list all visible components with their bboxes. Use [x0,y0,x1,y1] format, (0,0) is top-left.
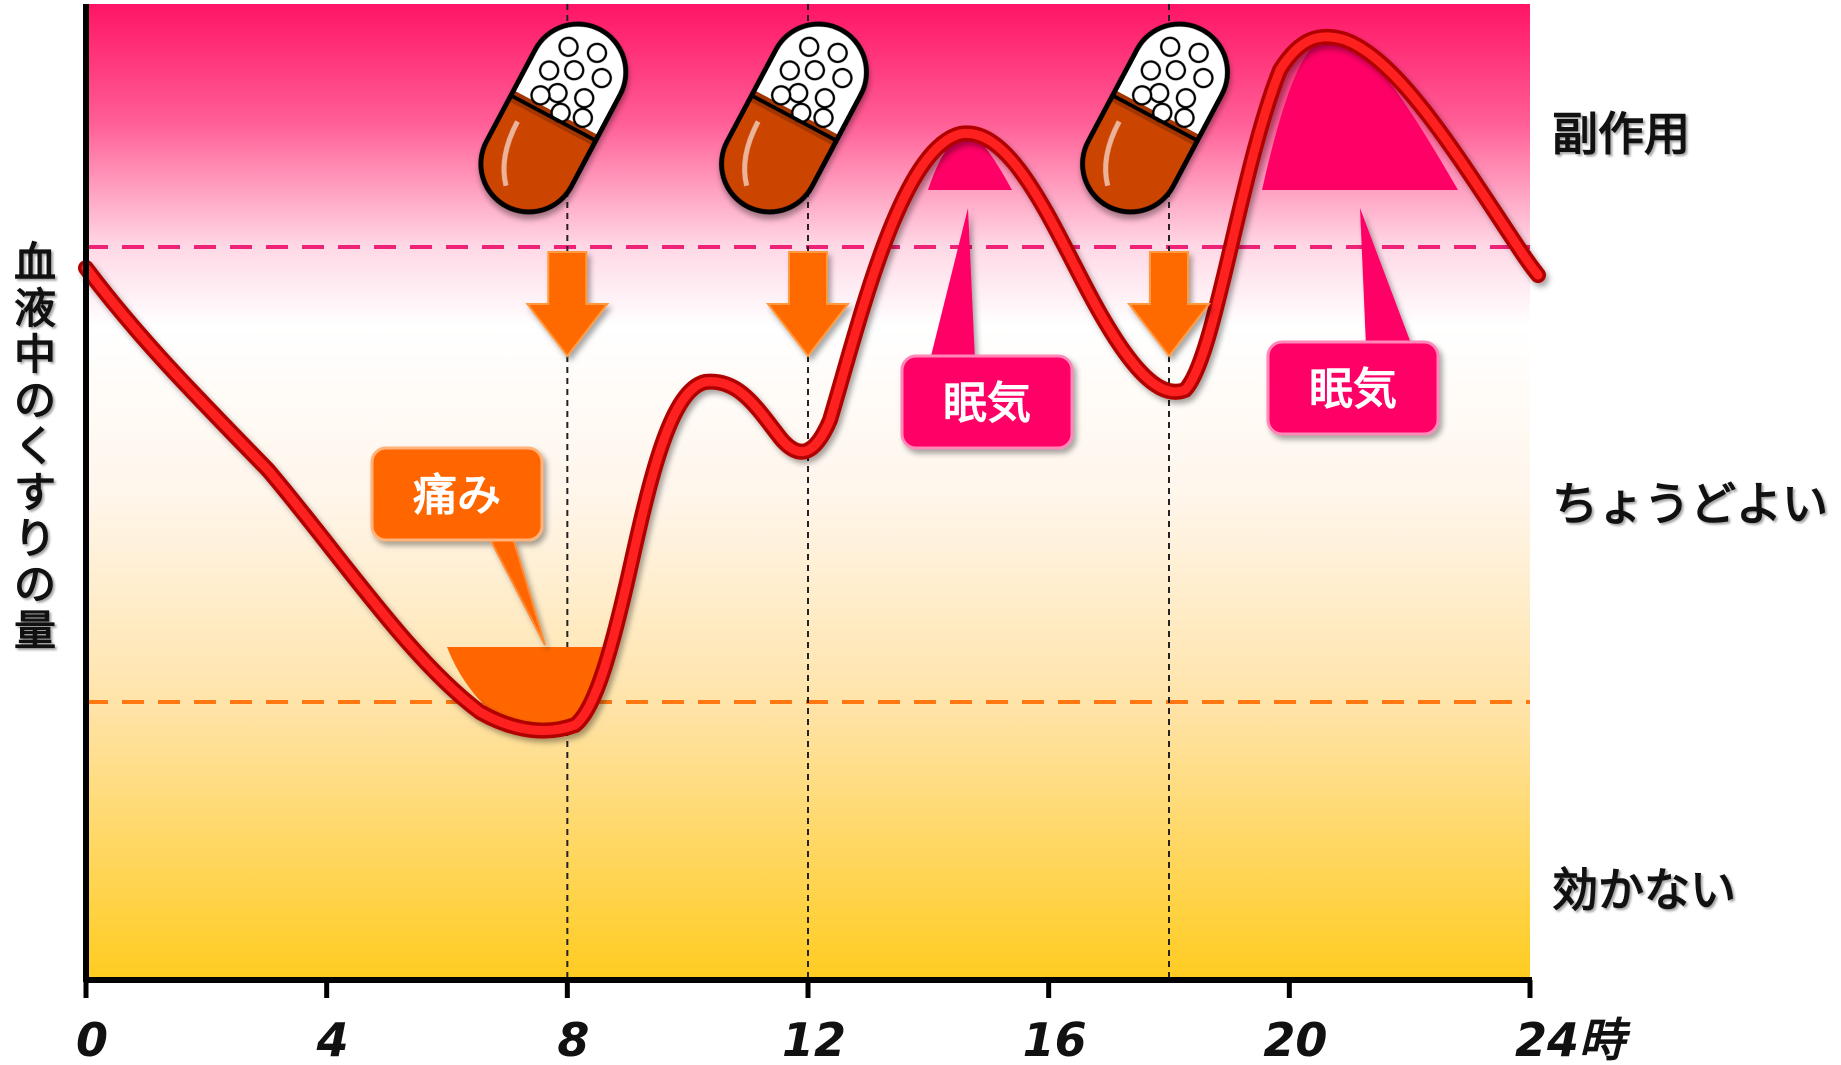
y-axis-label-char: の [13,560,56,609]
y-axis-label-char: 中 [13,330,56,379]
drowsy-callout-1 [900,208,1074,450]
drowsy-callout-1-label: 眠気 [943,378,1031,429]
y-axis-label-char: 量 [13,606,56,655]
y-axis-label: 血液中のくすりの量 [10,240,60,654]
zone-label-just-right: ちょうどよい [1552,477,1828,531]
pain-region [447,647,608,734]
concentration-curve-highlight [81,32,1543,736]
zone-label-ineffective: 効かない [1552,863,1736,917]
y-axis-label-char: く [13,422,56,471]
y-axis-label-char: り [13,514,56,563]
y-axis-label-char: す [13,468,56,517]
x-tick-label: 12 [782,1013,846,1061]
doses [464,21,1230,358]
x-tick-label: 20 [1263,1013,1327,1061]
capsule-icon [464,21,629,229]
pain-callout-label: 痛み [413,470,501,521]
x-axis-ticks: 0 4 8 12 16 20 24時 [76,980,1631,1065]
drowsy-region-2 [1262,38,1458,190]
x-tick-label: 4 [316,1013,349,1061]
zone-label-side-effect: 副作用 [1552,107,1690,161]
x-tick-label: 0 [76,1013,108,1061]
capsule-icon [1065,21,1230,229]
dose-lines [566,4,1170,980]
y-axis-label-char: 液 [13,284,56,333]
y-axis-label-char: 血 [13,238,56,287]
pain-callout [370,446,546,646]
x-tick-label: 24時 [1515,1013,1631,1061]
x-tick-label: 8 [557,1013,589,1061]
down-arrow-icon [1126,251,1212,358]
capsule-icon [704,21,869,229]
down-arrow-icon [765,251,851,358]
drowsy-callout-2 [1266,208,1440,436]
down-arrow-icon [525,251,610,358]
drowsy-callout-2-label: 眠気 [1309,364,1397,415]
y-axis-label-char: の [13,376,56,425]
x-tick-label: 16 [1023,1013,1087,1061]
